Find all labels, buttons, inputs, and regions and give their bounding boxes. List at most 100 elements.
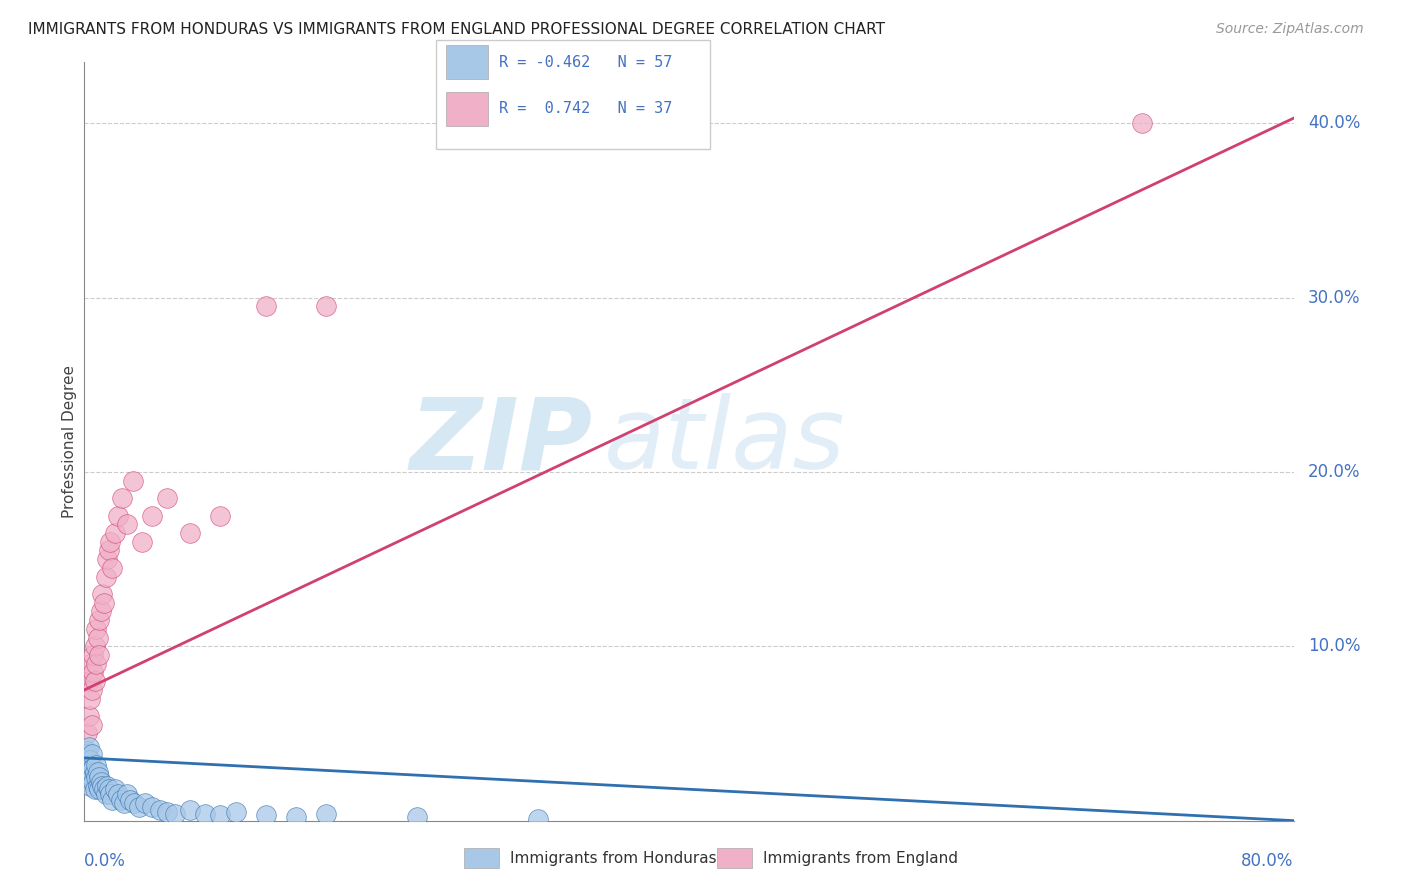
Point (100, 561, 122, 575)
Point (77, 761, 100, 775)
Point (89, 648, 111, 662)
Point (96, 779, 118, 793)
Point (80, 682, 103, 697)
Point (112, 796, 135, 810)
Point (79, 657, 101, 671)
Point (79, 753, 101, 767)
Text: 20.0%: 20.0% (1308, 463, 1361, 481)
Text: R =  0.742   N = 37: R = 0.742 N = 37 (499, 102, 672, 116)
Point (87, 631, 110, 645)
Point (122, 796, 145, 810)
Point (82, 665, 104, 680)
Text: 40.0%: 40.0% (1308, 114, 1361, 132)
Point (89, 782, 111, 797)
Point (98, 788, 121, 802)
Point (94, 569, 117, 583)
Point (77, 753, 100, 767)
Text: 0.0%: 0.0% (84, 852, 127, 870)
Point (84, 782, 107, 797)
Point (115, 517, 138, 532)
Point (76, 726, 98, 740)
Point (82, 648, 104, 662)
Point (254, 300, 277, 314)
Text: atlas: atlas (605, 393, 846, 490)
Point (107, 788, 129, 802)
Point (96, 552, 118, 566)
Point (315, 806, 337, 821)
Point (131, 534, 153, 549)
Point (209, 508, 232, 523)
Point (134, 796, 156, 810)
Text: 30.0%: 30.0% (1308, 289, 1361, 307)
Point (225, 805, 247, 819)
Text: R = -0.462   N = 57: R = -0.462 N = 57 (499, 55, 672, 70)
Point (75, 761, 97, 775)
Point (86, 770, 108, 784)
Text: 80.0%: 80.0% (1241, 852, 1294, 870)
Point (76, 757, 98, 772)
Point (1130, 116, 1153, 130)
Point (80, 747, 103, 762)
Text: Immigrants from England: Immigrants from England (763, 851, 959, 865)
Point (141, 799, 163, 814)
Point (104, 782, 127, 797)
Point (82, 761, 104, 775)
Point (77, 709, 100, 723)
Point (149, 803, 172, 817)
Point (156, 491, 179, 506)
Point (76, 747, 98, 762)
Point (77, 674, 100, 689)
Point (128, 799, 150, 814)
Point (111, 491, 134, 506)
Point (84, 674, 107, 689)
Point (90, 605, 112, 619)
Point (86, 657, 108, 671)
Point (91, 587, 114, 601)
Point (79, 764, 101, 779)
Point (90, 775, 112, 789)
Point (141, 508, 163, 523)
Point (121, 474, 143, 488)
Point (87, 779, 110, 793)
Point (84, 764, 107, 779)
Point (80, 761, 103, 775)
Point (89, 770, 111, 784)
Point (75, 753, 97, 767)
Point (156, 805, 179, 819)
Point (315, 300, 337, 314)
Text: ZIP: ZIP (409, 393, 592, 490)
Point (79, 779, 101, 793)
Y-axis label: Professional Degree: Professional Degree (62, 365, 77, 518)
Point (107, 508, 129, 523)
Point (89, 613, 111, 627)
Point (100, 793, 122, 807)
Point (86, 622, 108, 636)
Text: Source: ZipAtlas.com: Source: ZipAtlas.com (1216, 22, 1364, 37)
Point (77, 740, 100, 755)
Point (110, 793, 132, 807)
Point (179, 803, 201, 817)
Point (104, 526, 127, 541)
Text: IMMIGRANTS FROM HONDURAS VS IMMIGRANTS FROM ENGLAND PROFESSIONAL DEGREE CORRELAT: IMMIGRANTS FROM HONDURAS VS IMMIGRANTS F… (28, 22, 886, 37)
Text: 10.0%: 10.0% (1308, 638, 1361, 656)
Point (527, 812, 550, 826)
Point (87, 764, 110, 779)
Point (179, 526, 201, 541)
Point (165, 806, 187, 821)
Point (79, 691, 101, 706)
Point (94, 788, 117, 802)
Point (254, 808, 277, 822)
Point (80, 770, 103, 784)
Point (194, 806, 217, 821)
Point (93, 596, 115, 610)
Point (86, 757, 108, 772)
Point (82, 775, 104, 789)
Point (91, 779, 114, 793)
Point (285, 810, 308, 824)
Point (118, 793, 141, 807)
Point (406, 810, 429, 824)
Point (84, 640, 107, 654)
Point (97, 782, 120, 797)
Point (80, 718, 103, 732)
Point (97, 543, 120, 558)
